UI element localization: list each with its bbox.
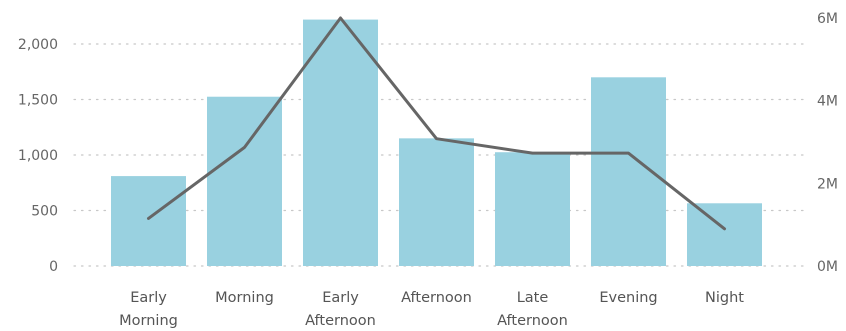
left-tick-label: 1,500 <box>18 93 58 109</box>
category-label-line: Evening <box>599 290 657 306</box>
line-point[interactable] <box>628 152 629 154</box>
category-label-line: Early <box>130 290 167 306</box>
left-axis: 0 500 1,000 1,500 2,000 <box>18 37 58 275</box>
bar-series <box>111 19 762 266</box>
line-point[interactable] <box>340 17 341 19</box>
left-tick-label: 0 <box>49 259 58 275</box>
category-label: Early Morning <box>119 290 178 329</box>
left-tick-label: 500 <box>31 204 58 220</box>
right-tick-label: 0M <box>817 259 838 275</box>
bar[interactable] <box>207 96 282 266</box>
category-label: Early Afternoon <box>305 290 376 329</box>
line-point[interactable] <box>244 146 245 148</box>
category-label-line: Afternoon <box>401 290 472 306</box>
right-tick-label: 2M <box>817 176 838 192</box>
category-label: Night <box>705 290 744 306</box>
category-label-line: Late <box>517 290 549 306</box>
x-axis: Early Morning Morning Early Afternoon Afterno… <box>119 290 744 329</box>
line-point[interactable] <box>436 138 437 140</box>
category-label-line: Afternoon <box>497 313 568 329</box>
category-label: Evening <box>599 290 657 306</box>
category-label-line: Night <box>705 290 744 306</box>
category-label-line: Morning <box>119 313 178 329</box>
line-point[interactable] <box>724 228 725 230</box>
left-tick-label: 1,000 <box>18 148 58 164</box>
bar[interactable] <box>303 19 378 266</box>
category-label-line: Afternoon <box>305 313 376 329</box>
bar[interactable] <box>687 203 762 266</box>
category-label: Late Afternoon <box>497 290 568 329</box>
right-tick-label: 4M <box>817 94 838 110</box>
category-label-line: Early <box>322 290 359 306</box>
line-point[interactable] <box>148 217 149 219</box>
bar[interactable] <box>591 77 666 266</box>
gridlines <box>73 43 804 267</box>
right-tick-label: 6M <box>817 11 838 27</box>
category-label: Afternoon <box>401 290 472 306</box>
category-label: Morning <box>215 290 274 306</box>
right-axis: 0M 2M 4M 6M <box>817 11 838 275</box>
category-label-line: Morning <box>215 290 274 306</box>
bar[interactable] <box>399 138 474 266</box>
left-tick-label: 2,000 <box>18 37 58 53</box>
bar[interactable] <box>495 152 570 266</box>
line-series <box>147 16 726 231</box>
bar[interactable] <box>111 176 186 266</box>
line-point[interactable] <box>532 152 533 154</box>
